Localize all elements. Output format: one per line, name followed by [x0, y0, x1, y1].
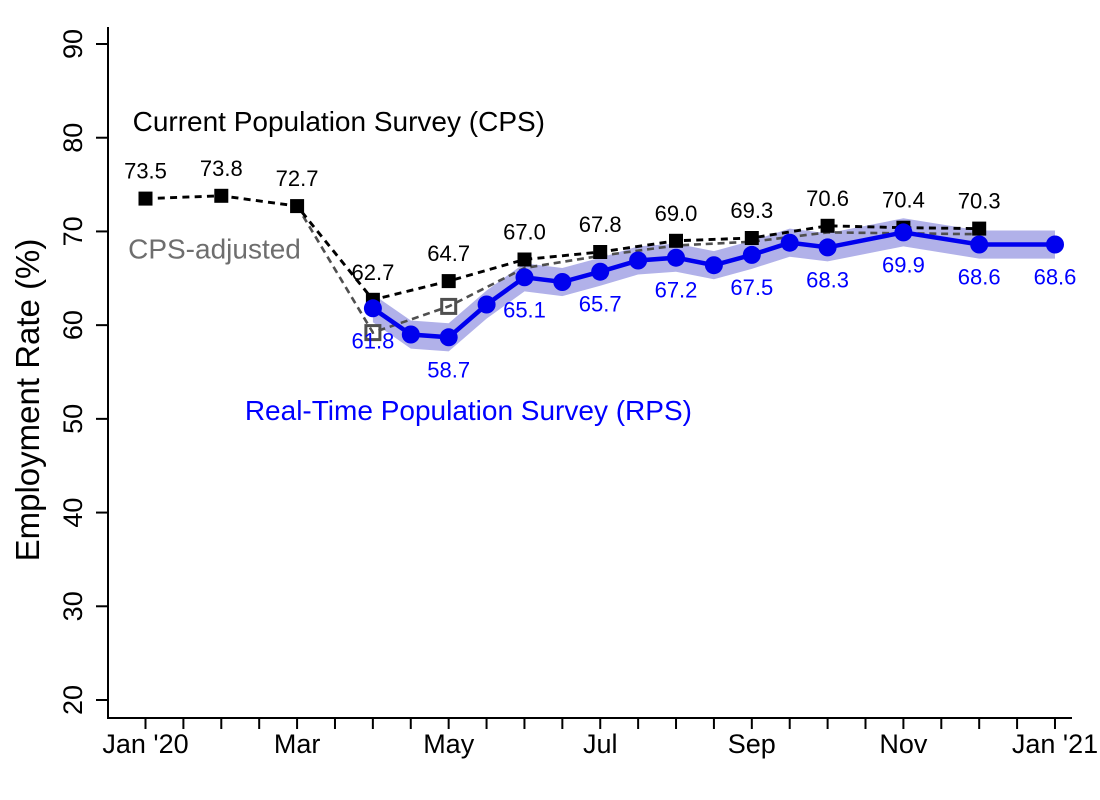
point-label: 72.7: [276, 166, 319, 191]
x-tick-label: Mar: [274, 729, 321, 759]
point-label: 64.7: [427, 241, 470, 266]
point-label: 67.2: [655, 278, 698, 303]
rps-marker: [704, 256, 723, 275]
rps-marker: [591, 262, 610, 281]
y-tick-label: 60: [58, 310, 88, 340]
point-labels-layer: 73.5 73.8 72.7 62.7 64.7 67.0 67.8 69.0 69.3 70.6…: [124, 156, 1076, 382]
y-tick-label: 30: [58, 591, 88, 621]
current-population-survey-cps--line: [145, 194, 980, 302]
y-tick-label: 40: [58, 498, 88, 528]
y-tick-label: 20: [58, 685, 88, 715]
point-label: 68.6: [958, 265, 1001, 290]
cps-adjusted-marker: [440, 297, 458, 315]
rps-marker: [970, 235, 989, 254]
point-label: 61.8: [351, 328, 394, 353]
cps-label: Current Population Survey (CPS): [133, 106, 545, 137]
point-label: 69.3: [730, 198, 773, 223]
cps-marker: [820, 218, 835, 233]
rps-marker: [1046, 235, 1064, 254]
rps-marker: [477, 295, 496, 314]
rps-marker: [515, 268, 534, 287]
y-tick-label: 90: [58, 29, 88, 59]
rps-marker: [742, 245, 761, 264]
point-label: 69.0: [655, 201, 698, 226]
y-tick-label: 80: [58, 123, 88, 153]
rps-marker: [363, 299, 382, 318]
x-tick-label: Jan '21: [1012, 729, 1098, 759]
cps-marker: [593, 245, 608, 259]
rps-marker: [667, 248, 685, 267]
x-tick-label: Jul: [583, 729, 618, 759]
point-label: 68.6: [1034, 265, 1077, 290]
x-tick-label: Nov: [879, 729, 928, 759]
cps-adjusted-line: [295, 205, 980, 335]
rps-marker: [894, 223, 913, 242]
point-label: 68.3: [806, 267, 849, 292]
rps-marker: [818, 238, 837, 257]
point-label: 65.1: [503, 297, 546, 322]
y-axis-title: Employment Rate (%): [9, 239, 46, 562]
rps-marker: [439, 328, 458, 347]
series-layer: [138, 188, 1064, 347]
annotations-layer: Current Population Survey (CPS) CPS-adjus…: [128, 106, 692, 426]
rps-label: Real-Time Population Survey (RPS): [245, 395, 692, 426]
rps-marker: [553, 273, 572, 291]
point-label: 67.0: [503, 220, 546, 245]
cps-adjusted-marker: [364, 324, 382, 342]
point-label: 67.8: [579, 212, 622, 237]
point-label: 58.7: [427, 357, 470, 382]
point-label: 73.5: [124, 159, 167, 184]
x-tick-label: Sep: [728, 729, 776, 759]
cps-marker: [214, 188, 229, 203]
axes-layer: 20 30 40 50 60 70 80 90 Jan '20 Mar May Jul Sep Nov Ja…: [9, 27, 1098, 759]
cps-marker: [290, 199, 305, 214]
point-label: 65.7: [579, 292, 622, 317]
real-time-population-survey-rps--line: [371, 230, 1055, 340]
point-label: 70.4: [882, 188, 925, 213]
cps-adjusted-label: CPS-adjusted: [128, 234, 301, 265]
y-tick-label: 70: [58, 216, 88, 246]
point-label: 70.3: [958, 189, 1001, 214]
cps-marker: [441, 274, 456, 289]
rps-marker: [401, 325, 420, 344]
point-label: 69.9: [882, 252, 925, 277]
point-label: 73.8: [200, 156, 243, 181]
rps-marker: [629, 251, 648, 270]
cps-marker: [669, 233, 683, 248]
rps-marker: [780, 233, 799, 252]
x-tick-label: Jan '20: [102, 729, 188, 759]
cps-marker: [517, 252, 532, 267]
point-label: 67.5: [730, 275, 773, 300]
point-label: 70.6: [806, 186, 849, 211]
y-tick-label: 50: [58, 404, 88, 434]
cps-marker: [138, 191, 153, 206]
point-label: 62.7: [351, 260, 394, 285]
cps-marker: [972, 221, 987, 236]
cps-marker: [744, 231, 759, 245]
x-tick-label: May: [423, 729, 475, 759]
